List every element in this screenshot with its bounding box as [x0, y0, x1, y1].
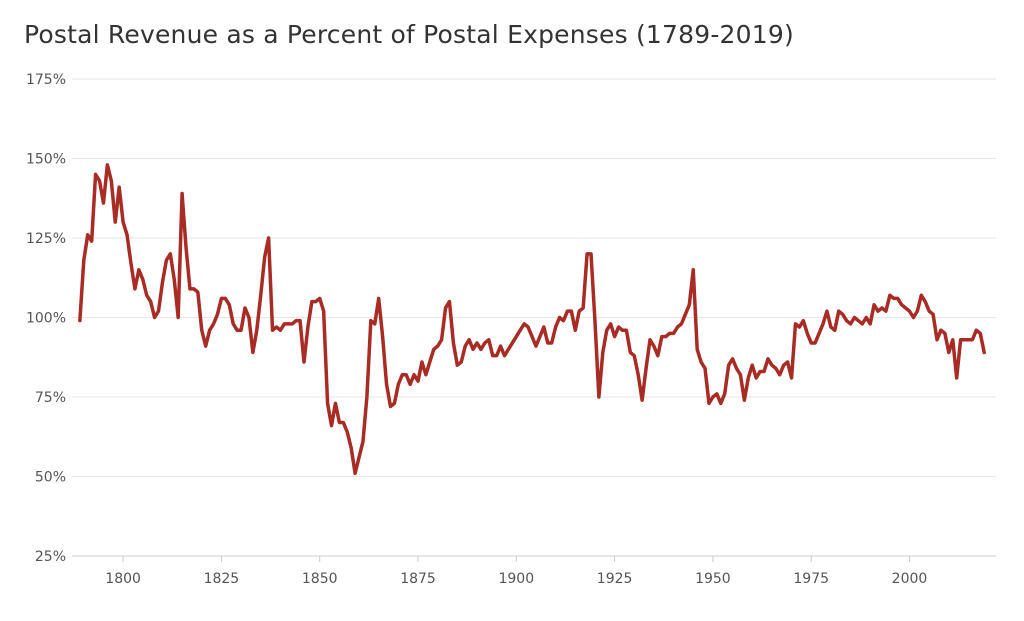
x-tick-label: 1825 [204, 571, 240, 587]
x-tick-label: 1875 [400, 571, 436, 587]
y-axis: 25% 50% 75% 100% 125% 150% 175% [26, 72, 66, 565]
y-tick-label: 150% [26, 152, 66, 168]
grid-lines [72, 78, 996, 477]
x-tick-label: 1950 [695, 571, 731, 587]
y-tick-label: 125% [26, 231, 66, 247]
x-tick-label: 1925 [597, 571, 633, 587]
x-tick-label: 1850 [302, 571, 338, 587]
y-tick-label: 75% [35, 390, 66, 406]
y-tick-label: 100% [26, 311, 66, 327]
y-tick-label: 25% [35, 549, 66, 565]
x-tick-label: 1800 [105, 571, 141, 587]
x-axis: 1800 1825 1850 1875 1900 1925 1950 1975 2000 [72, 555, 996, 587]
x-tick-label: 1900 [498, 571, 534, 587]
y-tick-label: 175% [26, 72, 66, 88]
y-tick-label: 50% [35, 470, 66, 486]
series-line-0 [78, 163, 986, 476]
x-tick-label: 2000 [892, 571, 928, 587]
chart-title: Postal Revenue as a Percent of Postal Ex… [24, 20, 794, 49]
series-layer [78, 163, 986, 476]
x-tick-label: 1975 [793, 571, 829, 587]
